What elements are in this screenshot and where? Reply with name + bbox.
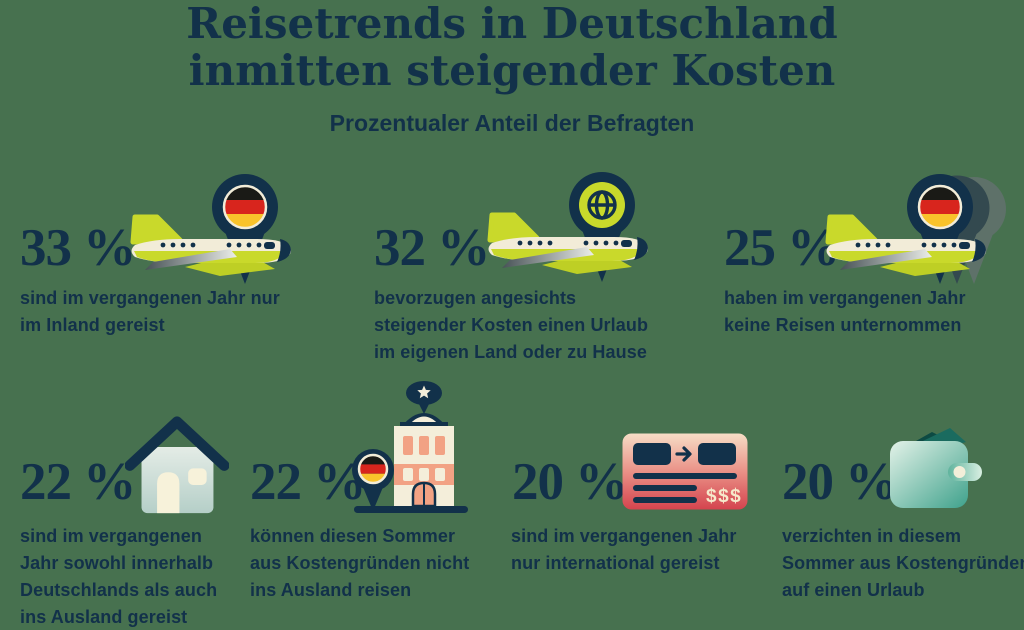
stat-value: 22 % [250, 453, 366, 511]
airplane [487, 212, 648, 274]
wallet-icon [888, 420, 984, 512]
stat-value: 20 % [512, 453, 628, 511]
stat-description: bevorzugen angesichts steigender Kosten … [374, 288, 649, 362]
stat-description: sind im vergangenen Jahr nur internation… [511, 526, 737, 573]
title-line-2: inmitten steigender Kosten [188, 46, 836, 95]
hotel-germany-pin-icon [350, 380, 472, 522]
wallet-body [890, 441, 968, 508]
airplane-globe-pin-icon [482, 170, 657, 292]
airplane [130, 214, 291, 276]
airplane-germany-pin-icon [125, 172, 300, 294]
ground-line [354, 506, 468, 513]
stat-description: sind im vergangenen Jahr sowohl innerhal… [20, 526, 218, 627]
clasp-button [953, 466, 966, 478]
map-pin-icon [569, 172, 635, 282]
stat-description: haben im vergangenen Jahr keine Reisen u… [724, 288, 966, 335]
door [157, 472, 180, 514]
airplane [825, 214, 986, 276]
stat-description: können diesen Sommer aus Kostengründen n… [250, 526, 470, 600]
stat-description: verzichten in diesem Sommer aus Kostengr… [782, 526, 1024, 600]
germany-flag [359, 455, 387, 483]
star-icon [417, 385, 431, 399]
stat-value: 33 % [20, 219, 136, 277]
globe-icon [587, 190, 617, 220]
star-bubble [406, 381, 442, 414]
hotel-building [394, 413, 454, 508]
ticket-icon: $$$ [622, 433, 748, 510]
roof [125, 416, 229, 471]
stat-description: sind im vergangenen Jahr nur im Inland g… [20, 288, 280, 335]
stat-value: 25 % [724, 219, 840, 277]
page-subtitle: Prozentualer Anteil der Befragten [329, 110, 695, 136]
stat-value: 20 % [782, 453, 898, 511]
page-title: Reisetrends in Deutschland inmitten stei… [0, 0, 1024, 94]
stat-value: 22 % [20, 453, 136, 511]
house-icon [125, 412, 229, 519]
arrow-icon [675, 446, 692, 462]
dollar-label: $$$ [706, 486, 742, 507]
stat-value: 32 % [374, 219, 490, 277]
map-pin-icon [352, 449, 394, 511]
title-line-1: Reisetrends in Deutschland [186, 0, 838, 48]
airplane-germany-pin-echo-icon [820, 172, 1024, 294]
window [188, 468, 207, 485]
